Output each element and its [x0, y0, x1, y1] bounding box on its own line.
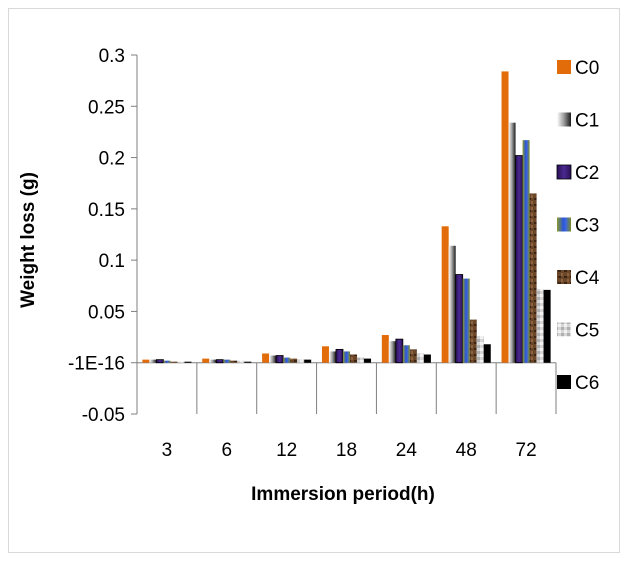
bar-c6-18: [364, 358, 372, 363]
legend: C0 C1 C2 C3 C4 C5 C6: [556, 58, 600, 394]
bar-c4-12: [290, 358, 298, 363]
bar-c1-6: [209, 359, 217, 363]
bar-c0-12: [262, 353, 270, 363]
legend-label-c3: C3: [575, 216, 599, 237]
bar-c5-48: [476, 336, 484, 363]
bar-c3-18: [342, 351, 351, 363]
bar-c2-3: [156, 359, 164, 364]
bar-c0-3: [142, 359, 150, 363]
bar-c6-24: [423, 354, 431, 363]
bar-c2-6: [215, 359, 224, 364]
bar-c2-24: [395, 338, 404, 364]
bar-c6-72: [543, 289, 551, 363]
bar-c3-48: [462, 278, 470, 363]
bar-c4-72: [529, 193, 537, 363]
bar-c1-24: [388, 341, 396, 363]
y-tick-label: 0.1: [99, 251, 125, 272]
x-axis: 3 6 12 18 24 48 72: [136, 362, 557, 461]
bar-c1-72: [508, 122, 516, 363]
legend-label-c5: C5: [575, 321, 599, 342]
legend-swatch-c5: [557, 322, 571, 337]
bar-c1-48: [448, 245, 456, 363]
legend-swatch-c2: [556, 164, 572, 180]
y-axis-title: Weight loss (g): [18, 172, 39, 308]
bar-c1-18: [328, 351, 336, 363]
legend-swatch-c3: [557, 217, 571, 232]
bar-c5-72: [536, 288, 544, 363]
x-tick-label: 3: [162, 440, 173, 461]
legend-swatch-c0: [557, 60, 571, 74]
bar-c4-3: [170, 361, 178, 363]
bar-c2-72: [515, 155, 523, 364]
bar-c0-6: [202, 358, 210, 363]
y-axis: -0.05 -1E-16 0.05 0.1 0.15 0.2 0.25 0.3: [68, 46, 138, 426]
bar-c1-3: [149, 359, 157, 363]
bar-c5-18: [357, 357, 365, 363]
bar-c3-6: [223, 359, 231, 363]
bar-c2-12: [275, 355, 284, 364]
legend-label-c6: C6: [575, 373, 599, 394]
bar-c1-12: [269, 355, 277, 363]
legend-swatch-c4: [557, 270, 571, 284]
x-tick-label: 48: [456, 440, 477, 461]
legend-label-c4: C4: [575, 268, 600, 289]
bar-c0-24: [381, 335, 389, 363]
bar-c5-3: [177, 361, 185, 363]
bar-c4-6: [230, 360, 238, 363]
legend-label-c1: C1: [575, 111, 599, 132]
y-tick-label: 0.25: [88, 97, 125, 118]
x-tick-label: 6: [221, 440, 232, 461]
bar-c6-6: [244, 361, 252, 363]
bar-c5-12: [297, 359, 305, 363]
bar-c5-6: [237, 360, 245, 363]
bar-c6-3: [184, 361, 192, 363]
bar-c4-18: [350, 354, 358, 363]
bar-c0-48: [441, 226, 449, 363]
x-tick-label: 24: [396, 440, 418, 461]
y-tick-label: -0.05: [82, 405, 125, 426]
bar-c4-48: [469, 319, 477, 363]
bars: [142, 71, 551, 364]
bar-c4-24: [409, 349, 417, 363]
y-tick-label: 0.15: [88, 200, 125, 221]
y-tick-label: 0.05: [88, 302, 125, 323]
bar-c0-18: [321, 346, 329, 363]
legend-label-c2: C2: [575, 163, 599, 184]
bar-c5-24: [416, 353, 424, 363]
legend-label-c0: C0: [575, 58, 599, 79]
y-tick-label: 0.2: [99, 149, 125, 170]
bar-c2-18: [335, 348, 344, 364]
y-tick-label: -1E-16: [68, 354, 125, 375]
bar-c3-24: [402, 345, 410, 363]
x-tick-label: 12: [276, 440, 297, 461]
legend-swatch-c6: [557, 375, 571, 389]
legend-swatch-c1: [557, 112, 571, 127]
bar-c2-48: [455, 274, 464, 364]
y-tick-label: 0.3: [99, 46, 125, 67]
x-axis-title: Immersion period(h): [251, 484, 435, 505]
x-tick-label: 18: [336, 440, 357, 461]
bar-c6-12: [304, 359, 312, 363]
x-tick-label: 72: [516, 440, 537, 461]
bar-c3-72: [522, 140, 530, 363]
bar-c3-3: [163, 360, 171, 363]
bar-c6-48: [483, 344, 491, 363]
bar-c0-72: [501, 71, 509, 363]
bar-c3-12: [283, 357, 291, 363]
